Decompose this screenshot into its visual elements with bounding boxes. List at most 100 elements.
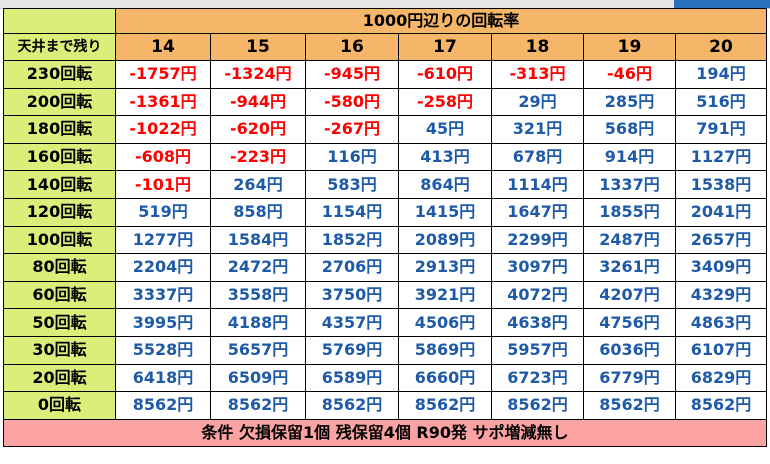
value-cell[interactable]: 321円 xyxy=(491,115,584,144)
value-cell[interactable]: -46円 xyxy=(583,60,676,89)
row-label[interactable]: 180回転 xyxy=(3,115,116,144)
value-cell[interactable]: 4072円 xyxy=(491,280,584,310)
row-label[interactable]: 140回転 xyxy=(3,170,116,199)
row-label-header[interactable]: 天井まで残り xyxy=(3,33,116,61)
row-label[interactable]: 60回転 xyxy=(3,280,116,310)
value-cell[interactable]: -1022円 xyxy=(115,115,211,144)
value-cell[interactable]: 4188円 xyxy=(210,308,306,337)
value-cell[interactable]: 3097円 xyxy=(491,253,584,282)
value-cell[interactable]: 864円 xyxy=(398,170,492,199)
row-label[interactable]: 50回転 xyxy=(3,308,116,337)
value-cell[interactable]: 6036円 xyxy=(583,335,676,365)
value-cell[interactable]: 2706円 xyxy=(305,253,399,282)
value-cell[interactable]: 2089円 xyxy=(398,225,492,255)
value-cell[interactable]: 3995円 xyxy=(115,308,211,337)
row-label[interactable]: 100回転 xyxy=(3,225,116,255)
value-cell[interactable]: 583円 xyxy=(305,170,399,199)
value-cell[interactable]: 285円 xyxy=(583,87,676,117)
value-cell[interactable]: 6509円 xyxy=(210,363,306,393)
value-cell[interactable]: 8562円 xyxy=(305,391,399,420)
column-header-20[interactable]: 20 xyxy=(675,33,767,61)
value-cell[interactable]: 791円 xyxy=(675,115,767,144)
value-cell[interactable]: -620円 xyxy=(210,115,306,144)
value-cell[interactable]: 264円 xyxy=(210,170,306,199)
row-label[interactable]: 80回転 xyxy=(3,253,116,282)
value-cell[interactable]: -1324円 xyxy=(210,60,306,89)
value-cell[interactable]: 194円 xyxy=(675,60,767,89)
value-cell[interactable]: 5769円 xyxy=(305,335,399,365)
value-cell[interactable]: 8562円 xyxy=(210,391,306,420)
column-header-16[interactable]: 16 xyxy=(305,33,399,61)
value-cell[interactable]: 6723円 xyxy=(491,363,584,393)
column-header-14[interactable]: 14 xyxy=(115,33,211,61)
value-cell[interactable]: 8562円 xyxy=(583,391,676,420)
value-cell[interactable]: 4207円 xyxy=(583,280,676,310)
column-header-19[interactable]: 19 xyxy=(583,33,676,61)
value-cell[interactable]: 413円 xyxy=(398,142,492,172)
value-cell[interactable]: -580円 xyxy=(305,87,399,117)
value-cell[interactable]: 1852円 xyxy=(305,225,399,255)
value-cell[interactable]: 3409円 xyxy=(675,253,767,282)
value-cell[interactable]: 1538円 xyxy=(675,170,767,199)
row-label[interactable]: 30回転 xyxy=(3,335,116,365)
value-cell[interactable]: 2299円 xyxy=(491,225,584,255)
value-cell[interactable]: 6779円 xyxy=(583,363,676,393)
value-cell[interactable]: 4756円 xyxy=(583,308,676,337)
corner-cell[interactable] xyxy=(3,8,116,34)
value-cell[interactable]: 3558円 xyxy=(210,280,306,310)
value-cell[interactable]: 1114円 xyxy=(491,170,584,199)
value-cell[interactable]: 3261円 xyxy=(583,253,676,282)
value-cell[interactable]: 29円 xyxy=(491,87,584,117)
value-cell[interactable]: 1154円 xyxy=(305,197,399,227)
value-cell[interactable]: 5528円 xyxy=(115,335,211,365)
value-cell[interactable]: 5957円 xyxy=(491,335,584,365)
value-cell[interactable]: 3921円 xyxy=(398,280,492,310)
value-cell[interactable]: 3750円 xyxy=(305,280,399,310)
value-cell[interactable]: -945円 xyxy=(305,60,399,89)
value-cell[interactable]: 2472円 xyxy=(210,253,306,282)
value-cell[interactable]: 2041円 xyxy=(675,197,767,227)
column-header-15[interactable]: 15 xyxy=(210,33,306,61)
value-cell[interactable]: 6829円 xyxy=(675,363,767,393)
row-label[interactable]: 0回転 xyxy=(3,391,116,420)
value-cell[interactable]: 6589円 xyxy=(305,363,399,393)
table-title[interactable]: 1000円辺りの回転率 xyxy=(115,8,767,34)
value-cell[interactable]: 8562円 xyxy=(398,391,492,420)
value-cell[interactable]: 6418円 xyxy=(115,363,211,393)
value-cell[interactable]: 2487円 xyxy=(583,225,676,255)
row-label[interactable]: 200回転 xyxy=(3,87,116,117)
value-cell[interactable]: 8562円 xyxy=(115,391,211,420)
value-cell[interactable]: 519円 xyxy=(115,197,211,227)
value-cell[interactable]: 5657円 xyxy=(210,335,306,365)
value-cell[interactable]: 1584円 xyxy=(210,225,306,255)
value-cell[interactable]: 914円 xyxy=(583,142,676,172)
value-cell[interactable]: -267円 xyxy=(305,115,399,144)
value-cell[interactable]: 516円 xyxy=(675,87,767,117)
value-cell[interactable]: -1361円 xyxy=(115,87,211,117)
value-cell[interactable]: 678円 xyxy=(491,142,584,172)
value-cell[interactable]: 2204円 xyxy=(115,253,211,282)
value-cell[interactable]: 1647円 xyxy=(491,197,584,227)
value-cell[interactable]: 6107円 xyxy=(675,335,767,365)
value-cell[interactable]: -944円 xyxy=(210,87,306,117)
row-label[interactable]: 120回転 xyxy=(3,197,116,227)
value-cell[interactable]: -1757円 xyxy=(115,60,211,89)
value-cell[interactable]: -608円 xyxy=(115,142,211,172)
value-cell[interactable]: 568円 xyxy=(583,115,676,144)
value-cell[interactable]: 6660円 xyxy=(398,363,492,393)
value-cell[interactable]: 4329円 xyxy=(675,280,767,310)
value-cell[interactable]: 4357円 xyxy=(305,308,399,337)
value-cell[interactable]: 1127円 xyxy=(675,142,767,172)
value-cell[interactable]: 1277円 xyxy=(115,225,211,255)
value-cell[interactable]: 4638円 xyxy=(491,308,584,337)
value-cell[interactable]: -101円 xyxy=(115,170,211,199)
value-cell[interactable]: 8562円 xyxy=(491,391,584,420)
value-cell[interactable]: 3337円 xyxy=(115,280,211,310)
row-label[interactable]: 230回転 xyxy=(3,60,116,89)
value-cell[interactable]: 5869円 xyxy=(398,335,492,365)
conditions-footer[interactable]: 条件 欠損保留1個 残保留4個 R90発 サポ増減無し xyxy=(3,418,767,447)
row-label[interactable]: 20回転 xyxy=(3,363,116,393)
value-cell[interactable]: -610円 xyxy=(398,60,492,89)
value-cell[interactable]: 4506円 xyxy=(398,308,492,337)
row-label[interactable]: 160回転 xyxy=(3,142,116,172)
